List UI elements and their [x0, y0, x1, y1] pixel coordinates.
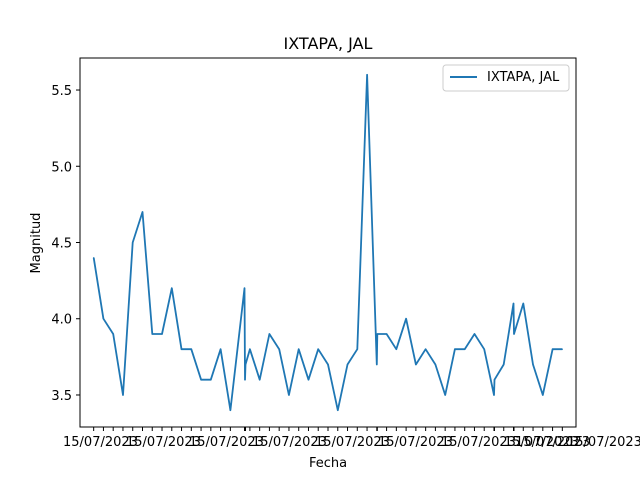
- data-point: [454, 348, 456, 350]
- data-point: [405, 318, 407, 320]
- series-line-ixtapa-jal: [92, 73, 563, 412]
- data-point: [551, 348, 554, 350]
- data-point: [434, 363, 437, 366]
- data-point: [356, 348, 358, 350]
- data-point: [210, 379, 212, 381]
- x-axis-ticks: 15/07/202315/07/202315/07/202315/07/2023…: [63, 427, 640, 450]
- data-point: [464, 348, 466, 350]
- data-point: [493, 379, 496, 381]
- data-point: [151, 333, 153, 335]
- y-tick-label: 4.0: [51, 313, 72, 328]
- x-tick-label: 15/07/2023: [252, 435, 327, 450]
- x-tick-label: 15/07/2023: [378, 435, 453, 450]
- x-tick-label: 15/07/2023: [441, 435, 516, 450]
- data-point: [307, 379, 310, 381]
- data-point: [132, 241, 134, 244]
- data-point: [122, 394, 124, 396]
- y-tick-label: 4.5: [51, 237, 72, 252]
- data-point: [298, 348, 300, 350]
- data-point: [229, 409, 231, 411]
- data-point: [327, 363, 329, 366]
- data-point: [415, 363, 417, 366]
- x-axis-label: Fecha: [309, 456, 347, 471]
- data-point: [102, 318, 105, 320]
- series-layer: [92, 73, 563, 412]
- x-tick-label: 15/07/2023: [189, 435, 264, 450]
- data-point: [425, 348, 427, 350]
- data-point: [141, 211, 144, 213]
- data-point: [259, 379, 261, 381]
- data-point: [385, 333, 388, 335]
- data-point: [244, 363, 247, 366]
- y-tick-label: 3.5: [51, 389, 72, 404]
- data-point: [249, 348, 251, 350]
- x-tick-label: 15/07/2023: [567, 435, 640, 450]
- x-tick-label: 15/07/2023: [126, 435, 201, 450]
- x-tick-label: 15/07/2023: [63, 435, 138, 450]
- x-tick-label: 15/07/2023: [315, 435, 390, 450]
- y-axis-label: Magnitud: [29, 213, 44, 274]
- data-point: [366, 74, 368, 76]
- data-point: [444, 394, 446, 396]
- data-point: [278, 348, 280, 350]
- data-point: [219, 348, 222, 350]
- data-point: [473, 333, 476, 335]
- data-point: [317, 348, 319, 350]
- data-point: [244, 379, 246, 381]
- chart-title: IXTAPA, JAL: [284, 34, 373, 53]
- data-point: [532, 363, 534, 366]
- data-point: [561, 348, 563, 350]
- data-point: [503, 363, 505, 366]
- data-point: [376, 363, 378, 366]
- plot-frame: [79, 57, 577, 428]
- data-point: [395, 348, 397, 350]
- data-point: [180, 348, 183, 350]
- legend: IXTAPA, JAL: [442, 64, 570, 92]
- data-point: [493, 394, 495, 396]
- data-point: [513, 333, 515, 335]
- x-tick-label-last: 15/07/2023: [515, 435, 590, 450]
- data-point: [93, 257, 95, 259]
- y-axis-ticks: 3.5 4.0 4.5 5.0 5.5: [51, 84, 80, 404]
- data-point: [161, 333, 163, 335]
- data-point: [376, 333, 378, 335]
- y-tick-label: 5.0: [51, 160, 72, 175]
- y-tick-label: 5.5: [51, 84, 72, 99]
- x-tick-label: 15/07/2023: [504, 435, 579, 450]
- data-point: [522, 302, 524, 305]
- data-point: [542, 394, 544, 396]
- legend-label: IXTAPA, JAL: [487, 70, 560, 85]
- data-point: [112, 333, 114, 335]
- data-point: [483, 348, 485, 350]
- data-point: [512, 302, 515, 305]
- data-point: [200, 379, 202, 381]
- data-point: [288, 394, 290, 396]
- legend-box: [442, 64, 570, 92]
- data-point: [190, 348, 192, 350]
- data-point: [337, 409, 339, 411]
- data-point: [171, 287, 173, 289]
- data-point: [268, 333, 271, 335]
- data-point: [243, 287, 246, 289]
- data-point: [346, 363, 349, 366]
